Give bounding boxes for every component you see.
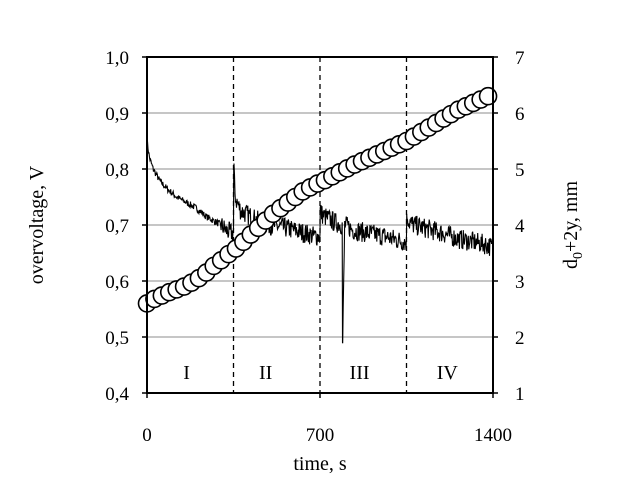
y-axis-right-label-rest: +2y, mm [560,181,582,253]
y-left-tick-label-4: 0,8 [105,160,129,181]
region-label-3: III [350,362,370,384]
y-right-tick-label-1: 2 [515,328,525,349]
x-tick-label-1: 700 [306,425,335,446]
y-axis-right-label: d0+2y, mm [560,181,586,270]
y-left-tick-label-0: 0,4 [105,384,129,405]
region-boundaries [232,57,408,393]
y-left-tick-label-3: 0,7 [105,216,129,237]
y-left-tick-label-6: 1,0 [105,48,129,69]
overvoltage-series [146,141,494,344]
y-axis-left-label: overvoltage, V [26,165,48,284]
y-right-tick-label-3: 4 [515,216,525,237]
region-label-2: II [259,362,272,384]
diameter-point-46 [478,86,498,106]
diameter-series [137,86,498,313]
y-right-tick-label-5: 6 [515,104,525,125]
y-axis-right-label-subscript: 0 [571,252,586,259]
y-right-tick-label-4: 5 [515,160,525,181]
region-label-4: IV [437,362,459,384]
x-tick-label-0: 0 [142,425,152,446]
x-axis-label: time, s [293,453,347,475]
y-axis-right-label-main: d [560,259,582,269]
region-labels: I II III IV [183,362,458,384]
overvoltage-line [146,141,494,344]
y-right-tick-label-2: 3 [515,272,525,293]
y-left-tick-label-5: 0,9 [105,104,129,125]
y-left-tick-label-1: 0,5 [105,328,129,349]
x-tick-label-2: 1400 [474,425,512,446]
axis-ticks: 0 700 1400 0,4 0,5 0,6 0,7 0,8 0,9 1,0 1 2 3 4 5 6 7 [105,48,525,446]
y-right-tick-label-6: 7 [515,48,525,69]
region-label-1: I [183,362,190,384]
y-left-tick-label-2: 0,6 [105,272,129,293]
y-right-tick-label-0: 1 [515,384,525,405]
